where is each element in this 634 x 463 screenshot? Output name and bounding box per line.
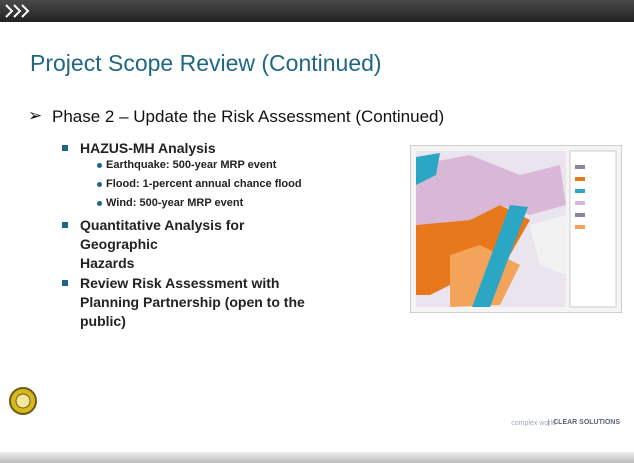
list-item: Planning Partnership (open to the <box>80 294 305 310</box>
list-item: Review Risk Assessment with <box>80 275 279 291</box>
chevrons <box>0 0 60 22</box>
bottom-bar <box>0 452 634 463</box>
arrow-bullet: ➢ <box>28 106 42 126</box>
logo <box>8 386 38 416</box>
sub-item: Wind: 500-year MRP event <box>106 197 243 209</box>
top-bar <box>0 0 634 22</box>
footer-brand: CLEAR SOLUTIONS <box>548 419 620 426</box>
sub-item: Flood: 1-percent annual chance flood <box>106 178 302 190</box>
sub-item: Earthquake: 500-year MRP event <box>106 159 276 171</box>
list-item: Quantitative Analysis for <box>80 217 244 233</box>
slide-title: Project Scope Review (Continued) <box>30 50 382 77</box>
list-item: HAZUS-MH Analysis <box>80 140 216 156</box>
dot-bullet <box>97 201 102 206</box>
list-item: Hazards <box>80 255 134 271</box>
slide: Project Scope Review (Continued) ➢ Phase… <box>0 0 634 463</box>
square-bullet <box>62 145 68 151</box>
list-item: public) <box>80 313 126 329</box>
dot-bullet <box>97 163 102 168</box>
square-bullet <box>62 280 68 286</box>
square-bullet <box>62 222 68 228</box>
map-image <box>410 145 622 313</box>
dot-bullet <box>97 182 102 187</box>
list-item: Geographic <box>80 236 158 252</box>
heading: Phase 2 – Update the Risk Assessment (Co… <box>52 107 444 127</box>
